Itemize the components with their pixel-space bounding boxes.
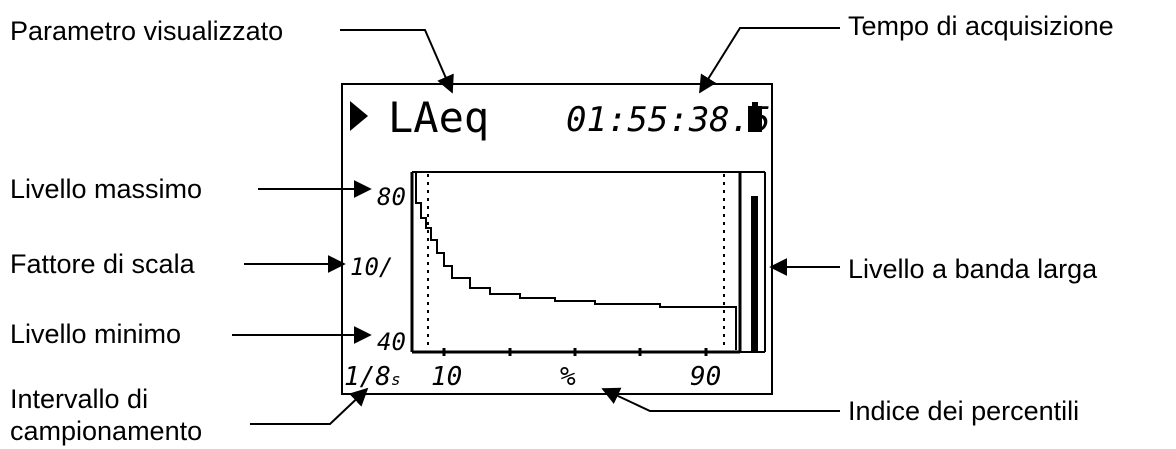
interval-unit: s xyxy=(391,370,401,389)
annotation-livello-minimo: Livello minimo xyxy=(10,319,181,349)
annotation-indice-percentili: Indice dei percentili xyxy=(848,396,1079,426)
annotation-fattore-scala: Fattore di scala xyxy=(10,249,196,279)
arrow-parametro xyxy=(340,29,454,94)
lcd-frame xyxy=(341,83,773,395)
annotation-intervallo-line1: Intervallo di xyxy=(10,384,148,414)
annotation-livello-banda: Livello a banda larga xyxy=(848,254,1098,284)
annotation-tempo: Tempo di acquisizione xyxy=(848,11,1114,41)
arrow-indice-percentili xyxy=(601,387,840,412)
x-label-90: 90 xyxy=(690,362,721,392)
scale-factor-label: 10/ xyxy=(350,253,393,281)
graph-area xyxy=(410,171,766,356)
broadband-level-bar xyxy=(751,196,758,352)
y-max-label: 80 xyxy=(377,183,406,211)
annotation-parametro: Parametro visualizzato xyxy=(10,16,283,46)
x-label-10: 10 xyxy=(431,362,462,392)
annotation-livello-massimo: Livello massimo xyxy=(10,174,202,204)
y-min-label: 40 xyxy=(377,328,406,356)
time-value: 01:55:38.5 xyxy=(566,100,771,140)
annotation-intervallo-line2: campionamento xyxy=(10,416,202,446)
battery-icon xyxy=(748,102,762,132)
play-icon xyxy=(350,101,368,131)
x-label-percent: % xyxy=(560,362,576,392)
arrow-intervallo xyxy=(250,387,369,425)
arrow-tempo xyxy=(699,27,840,94)
percentile-curve xyxy=(415,172,737,350)
parameter-value: LAeq xyxy=(388,93,489,142)
x-axis-ticks xyxy=(442,348,708,356)
interval-value: 1/8 xyxy=(344,362,391,392)
